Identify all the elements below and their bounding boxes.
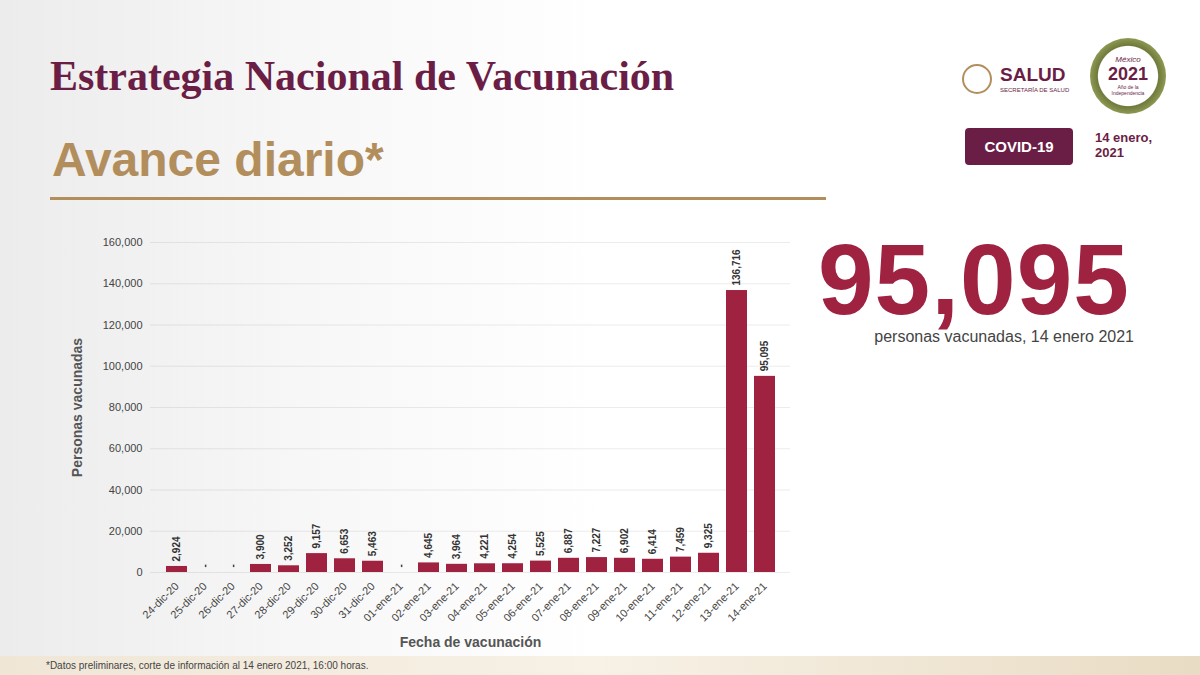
svg-text:100,000: 100,000 [103,360,143,372]
html-text:2021: 2021 [1108,64,1148,84]
svg-text:9,325: 9,325 [703,523,714,548]
svg-text:-: - [227,564,238,567]
svg-text:3,252: 3,252 [283,535,294,560]
svg-text:02-ene-21: 02-ene-21 [389,579,433,624]
svg-text:11-ene-21: 11-ene-21 [641,579,685,624]
svg-text:4,221: 4,221 [479,533,490,558]
svg-text:13-ene-21: 13-ene-21 [697,579,741,624]
svg-text:-: - [395,564,406,567]
svg-text:30-dic-20: 30-dic-20 [308,579,349,621]
svg-text:08-ene-21: 08-ene-21 [557,579,601,624]
svg-text:31-dic-20: 31-dic-20 [336,579,377,621]
svg-text:06-ene-21: 06-ene-21 [501,579,545,624]
svg-text:7,227: 7,227 [591,527,602,552]
svg-text:24-dic-20: 24-dic-20 [140,579,181,621]
html-text:COVID-19: COVID-19 [984,138,1054,155]
html-text:Año de la Independencia: Año de la Independencia [1111,84,1145,96]
svg-text:4,254: 4,254 [507,533,518,558]
html-text:SALUD: SALUD [1000,64,1066,85]
html-text:Estrategia Nacional de Vacunac: Estrategia Nacional de Vacunación [50,53,675,99]
svg-text:28-dic-20: 28-dic-20 [252,579,293,621]
html-text:México: México [1115,55,1141,64]
svg-text:120,000: 120,000 [103,319,143,331]
svg-text:2,924: 2,924 [171,536,182,561]
svg-text:80,000: 80,000 [109,401,143,413]
svg-text:0: 0 [136,566,142,578]
svg-text:09-ene-21: 09-ene-21 [585,579,629,624]
svg-text:6,887: 6,887 [563,528,574,553]
html-text:95,095: 95,095 [818,223,1130,335]
svg-text:Fecha de vacunación: Fecha de vacunación [400,634,542,650]
svg-text:40,000: 40,000 [109,484,143,496]
svg-text:29-dic-20: 29-dic-20 [280,579,321,621]
svg-text:03-ene-21: 03-ene-21 [417,579,461,624]
html-text:personas vacunadas, 14 enero 2: personas vacunadas, 14 enero 2021 [874,328,1134,345]
svg-text:160,000: 160,000 [103,236,143,248]
svg-text:12-ene-21: 12-ene-21 [669,579,713,624]
svg-text:10-ene-21: 10-ene-21 [613,579,657,624]
html-text:14 enero, 2021: 14 enero, 2021 [1095,130,1153,160]
svg-text:6,902: 6,902 [619,528,630,553]
html-text:*Datos preliminares, corte de: *Datos preliminares, corte de informació… [46,660,369,671]
svg-text:26-dic-20: 26-dic-20 [196,579,237,621]
svg-text:140,000: 140,000 [103,277,143,289]
svg-text:01-ene-21: 01-ene-21 [361,579,405,624]
svg-text:136,716: 136,716 [731,249,742,286]
svg-text:07-ene-21: 07-ene-21 [529,579,573,624]
svg-text:7,459: 7,459 [675,527,686,552]
svg-text:14-ene-21: 14-ene-21 [725,580,769,624]
svg-text:04-ene-21: 04-ene-21 [445,579,489,624]
svg-text:6,414: 6,414 [647,529,658,554]
svg-text:9,157: 9,157 [311,523,322,548]
svg-text:3,964: 3,964 [451,534,462,559]
html-text:Avance diario*: Avance diario* [52,133,384,186]
svg-text:3,900: 3,900 [255,534,266,559]
html-text:SECRETARÍA DE SALUD: SECRETARÍA DE SALUD [1000,87,1070,93]
svg-text:4,645: 4,645 [423,532,434,557]
svg-text:-: - [199,564,210,567]
svg-text:27-dic-20: 27-dic-20 [224,579,265,621]
svg-text:60,000: 60,000 [109,442,143,454]
svg-text:6,653: 6,653 [339,528,350,553]
svg-text:95,095: 95,095 [759,340,770,371]
svg-text:25-dic-20: 25-dic-20 [168,579,209,621]
svg-text:Personas vacunadas: Personas vacunadas [69,338,85,478]
svg-text:5,463: 5,463 [367,531,378,556]
svg-text:05-ene-21: 05-ene-21 [473,579,517,624]
svg-text:5,525: 5,525 [535,531,546,556]
svg-text:20,000: 20,000 [109,525,143,537]
